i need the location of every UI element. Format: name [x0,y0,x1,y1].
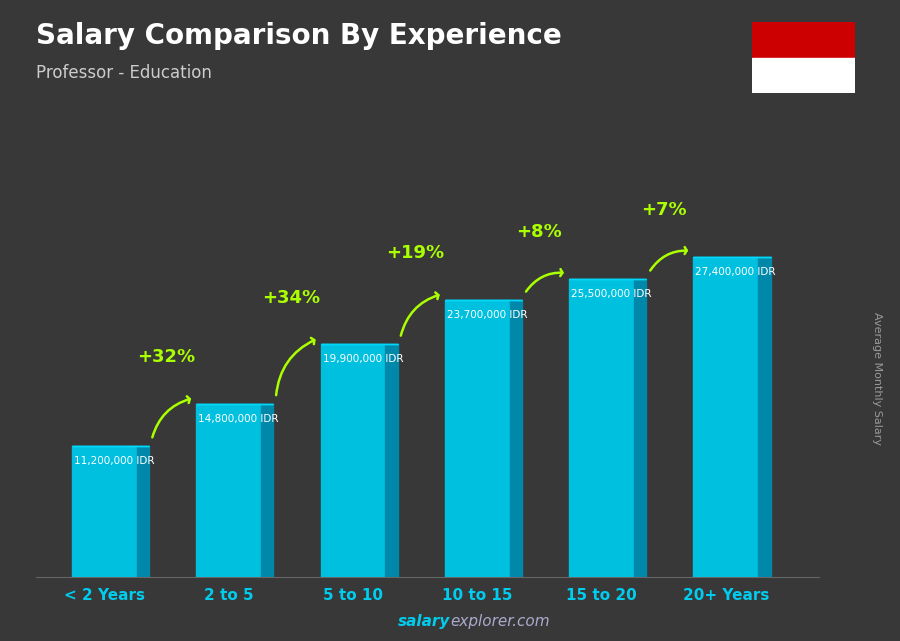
Bar [320,344,385,577]
Polygon shape [509,300,522,577]
Text: 14,800,000 IDR: 14,800,000 IDR [198,414,279,424]
Bar [72,446,137,577]
Text: +19%: +19% [386,244,444,262]
Text: explorer.com: explorer.com [450,615,550,629]
Bar [752,58,855,93]
Polygon shape [634,279,646,577]
Text: salary: salary [398,615,450,629]
Polygon shape [261,404,274,577]
Text: 25,500,000 IDR: 25,500,000 IDR [572,288,652,299]
Polygon shape [758,256,770,577]
Text: +7%: +7% [641,201,687,219]
Text: +34%: +34% [262,288,320,306]
Text: +8%: +8% [517,223,562,241]
Text: Professor - Education: Professor - Education [36,64,211,82]
Text: Salary Comparison By Experience: Salary Comparison By Experience [36,22,562,51]
Bar [445,300,509,577]
Bar [196,404,261,577]
Bar [752,22,855,58]
Text: 11,200,000 IDR: 11,200,000 IDR [74,456,155,466]
Text: +32%: +32% [138,348,195,366]
Text: 19,900,000 IDR: 19,900,000 IDR [322,354,403,364]
Text: 27,400,000 IDR: 27,400,000 IDR [696,267,776,276]
Polygon shape [385,344,398,577]
Text: 23,700,000 IDR: 23,700,000 IDR [447,310,527,320]
Bar [569,279,634,577]
Bar [694,256,758,577]
Polygon shape [137,446,149,577]
Text: Average Monthly Salary: Average Monthly Salary [872,312,883,445]
